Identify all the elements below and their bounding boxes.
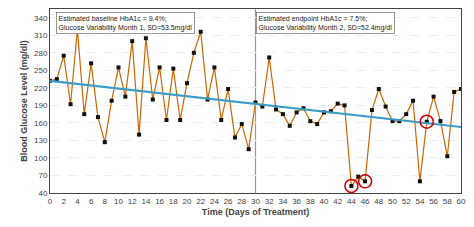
svg-text:56: 56: [429, 197, 438, 206]
svg-text:2: 2: [61, 197, 66, 206]
svg-text:44: 44: [347, 197, 356, 206]
svg-text:4: 4: [75, 197, 80, 206]
svg-text:280: 280: [34, 49, 48, 58]
svg-text:22: 22: [196, 197, 205, 206]
svg-text:40: 40: [320, 197, 329, 206]
svg-text:Estimated baseline HbA1c = 9.4: Estimated baseline HbA1c = 9.4%;Glucose …: [59, 15, 193, 32]
svg-text:42: 42: [333, 197, 342, 206]
svg-text:220: 220: [34, 84, 48, 93]
svg-text:40: 40: [38, 189, 47, 198]
svg-text:130: 130: [34, 136, 48, 145]
svg-text:6: 6: [89, 197, 94, 206]
svg-text:16: 16: [155, 197, 164, 206]
svg-text:32: 32: [265, 197, 274, 206]
svg-text:160: 160: [34, 119, 48, 128]
svg-text:30: 30: [251, 197, 260, 206]
svg-text:Time (Days of Treatment): Time (Days of Treatment): [202, 207, 309, 217]
svg-text:20: 20: [183, 197, 192, 206]
svg-text:10: 10: [114, 197, 123, 206]
svg-text:Blood Glucose Level (mg/dl): Blood Glucose Level (mg/dl): [19, 40, 29, 162]
svg-text:8: 8: [103, 197, 108, 206]
svg-text:34: 34: [278, 197, 287, 206]
svg-text:60: 60: [457, 197, 466, 206]
svg-text:24: 24: [210, 197, 219, 206]
svg-text:Estimated endpoint HbA1c = 7.5: Estimated endpoint HbA1c = 7.5%;Glucose …: [259, 15, 393, 32]
svg-text:12: 12: [128, 197, 137, 206]
svg-text:18: 18: [169, 197, 178, 206]
svg-text:36: 36: [292, 197, 301, 206]
svg-text:0: 0: [48, 197, 53, 206]
svg-text:50: 50: [388, 197, 397, 206]
svg-text:48: 48: [374, 197, 383, 206]
svg-text:340: 340: [34, 14, 48, 23]
svg-text:38: 38: [306, 197, 315, 206]
svg-text:58: 58: [443, 197, 452, 206]
svg-text:310: 310: [34, 31, 48, 40]
svg-text:46: 46: [361, 197, 370, 206]
svg-text:250: 250: [34, 66, 48, 75]
svg-text:14: 14: [141, 197, 150, 206]
svg-text:100: 100: [34, 154, 48, 163]
svg-text:54: 54: [415, 197, 424, 206]
svg-text:28: 28: [237, 197, 246, 206]
svg-text:52: 52: [402, 197, 411, 206]
svg-text:190: 190: [34, 101, 48, 110]
svg-text:26: 26: [224, 197, 233, 206]
svg-text:70: 70: [38, 171, 47, 180]
